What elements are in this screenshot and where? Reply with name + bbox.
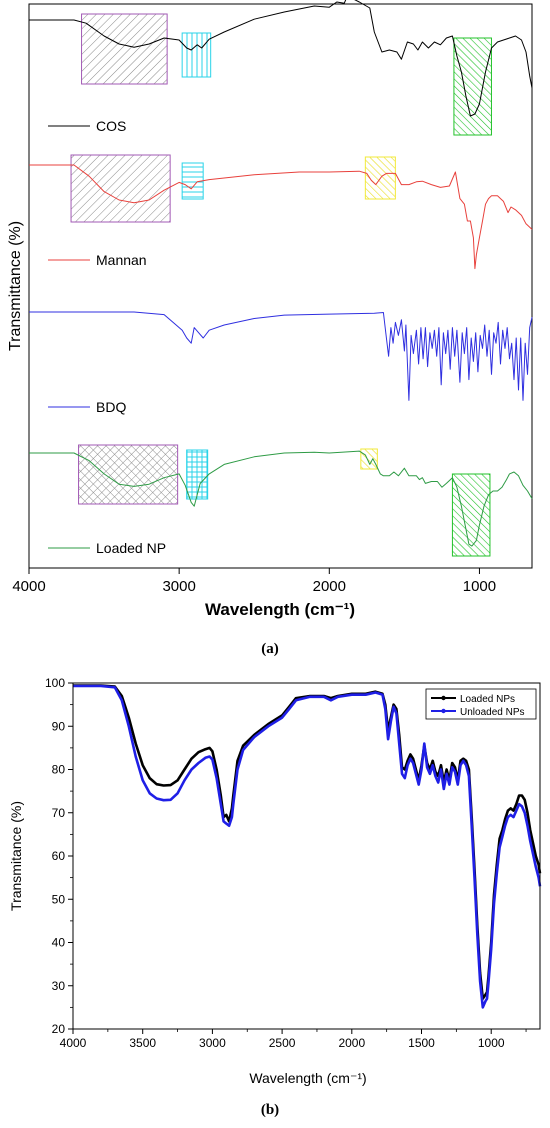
panel-b-y-axis-label: Transmitance (%) xyxy=(8,801,24,911)
legend-label-loaded-nps: Loaded NPs xyxy=(460,694,515,705)
panel-b-y-tick-label: 80 xyxy=(52,763,66,777)
panel-b-x-tick-label: 2500 xyxy=(269,1036,296,1050)
spectrum-line-loaded-np xyxy=(29,450,533,547)
panel-a-highlight-regions xyxy=(70,13,492,557)
panel-a-caption: (a) xyxy=(261,641,279,657)
panel-b-y-tick-label: 30 xyxy=(52,979,66,993)
highlight-region-loaded-np xyxy=(451,473,491,557)
legend-marker-unloaded-nps xyxy=(441,708,446,714)
panel-b-x-tick-label: 3000 xyxy=(199,1036,226,1050)
panel-b-y-tick-label: 20 xyxy=(52,1022,66,1036)
panel-a-trace-labels: COS Mannan BDQ Loaded NP xyxy=(48,118,166,556)
panel-b-y-tick-label: 100 xyxy=(45,676,65,690)
spectrum-line-bdq xyxy=(29,311,533,401)
panel-a-x-tick-label: 1000 xyxy=(463,578,496,595)
trace-label-bdq: BDQ xyxy=(96,399,126,415)
highlight-region-cos xyxy=(181,32,212,78)
panel-b-x-tick-label: 3500 xyxy=(129,1036,156,1050)
panel-a-y-axis-label: Transmittance (%) xyxy=(7,221,24,351)
legend-marker-loaded-nps xyxy=(441,695,446,701)
panel-b-caption: (b) xyxy=(261,1102,279,1118)
trace-label-mannan: Mannan xyxy=(96,252,147,268)
panel-a-spectra xyxy=(29,0,533,547)
panel-b-x-axis: 4000 3500 3000 2500 2000 1500 1000 xyxy=(60,1029,527,1050)
spectrum-line-loaded-nps xyxy=(73,684,542,1000)
panel-b-x-axis-label: Wavelength (cm⁻¹) xyxy=(249,1070,366,1086)
panel-a-x-tick-label: 2000 xyxy=(313,578,346,595)
panel-b-y-axis: 20 30 40 50 60 70 80 90 100 xyxy=(45,676,73,1036)
spectrum-line-unloaded-nps xyxy=(73,684,542,1009)
highlight-region-loaded-np xyxy=(186,449,209,500)
spectrum-line-mannan xyxy=(29,164,533,270)
panel-a-plot-frame xyxy=(28,3,533,569)
highlight-region-cos xyxy=(81,13,168,85)
panel-a-x-axis-label: Wavelength (cm⁻¹) xyxy=(205,600,355,619)
panel-b-plot-frame xyxy=(72,682,541,1030)
panel-b-x-tick-label: 2000 xyxy=(338,1036,365,1050)
panel-b-y-tick-label: 90 xyxy=(52,719,66,733)
panel-b-y-tick-label: 60 xyxy=(52,849,66,863)
highlight-region-loaded-np xyxy=(360,448,378,470)
panel-b-y-tick-label: 40 xyxy=(52,936,66,950)
panel-b-x-tick-label: 1500 xyxy=(408,1036,435,1050)
legend-label-unloaded-nps: Unloaded NPs xyxy=(460,707,524,718)
panel-b-chart: 20 30 40 50 60 70 80 90 100 4000 3500 3000 2500 2000… xyxy=(8,676,542,1086)
trace-label-cos: COS xyxy=(96,118,126,134)
panel-a-x-tick-label: 4000 xyxy=(12,578,45,595)
panel-b-y-tick-label: 70 xyxy=(52,806,66,820)
highlight-region-cos xyxy=(453,37,492,136)
panel-b-legend-box xyxy=(425,688,537,720)
highlight-region-mannan xyxy=(70,154,171,223)
panel-b-y-tick-label: 50 xyxy=(52,892,66,906)
panel-b-x-tick-label: 1000 xyxy=(478,1036,505,1050)
panel-a-x-tick-label: 3000 xyxy=(162,578,195,595)
highlight-region-loaded-np xyxy=(78,444,179,505)
trace-label-loaded-np: Loaded NP xyxy=(96,540,166,556)
panel-b-x-tick-label: 4000 xyxy=(60,1036,87,1050)
spectrum-line-cos xyxy=(29,0,533,117)
panel-b-legend: Loaded NPs Unloaded NPs xyxy=(425,688,537,720)
panel-a-chart: COS Mannan BDQ Loaded NP 4000 3000 2000 1000 W… xyxy=(7,0,533,619)
panel-a-x-axis: 4000 3000 2000 1000 xyxy=(12,568,496,595)
panel-b-spectra xyxy=(73,684,542,1009)
